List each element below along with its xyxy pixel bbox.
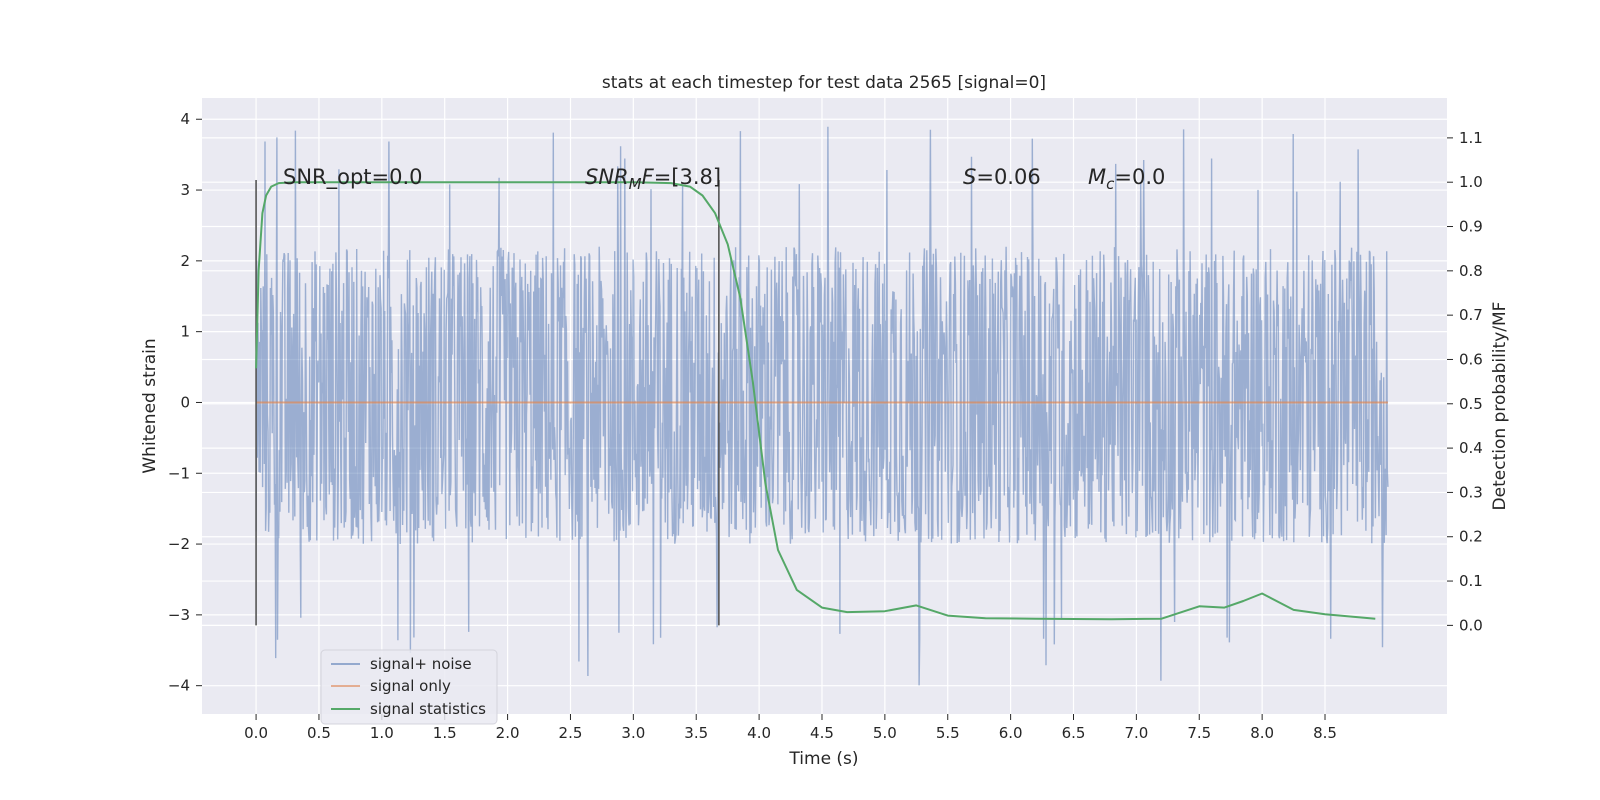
annotation-mc-symbol: M	[1088, 165, 1106, 189]
x-tick-label-6: 3.0	[621, 724, 645, 742]
annotation-mc-value: =0.0	[1114, 165, 1165, 189]
y2-tick-label-5: 0.5	[1459, 395, 1483, 413]
y-tick-label-6: 2	[180, 252, 190, 270]
vertical-markers	[255, 179, 720, 626]
x-tick-label-5: 2.5	[559, 724, 583, 742]
annotation-mc-subscript: c	[1106, 175, 1115, 193]
y2-tick-label-2: 0.2	[1459, 528, 1483, 546]
annotation-snr-mf: SNRMF=[3.8]	[585, 165, 721, 193]
annotation-snr-mf-subscript: M	[629, 175, 642, 193]
y2-axis-label: Detection probability/MF	[1490, 302, 1510, 511]
chart-title: stats at each timestep for test data 256…	[602, 73, 1046, 93]
x-tick-label-9: 4.5	[810, 724, 834, 742]
x-tick-label-0: 0.0	[244, 724, 268, 742]
annotation-snr-mf-f: F	[642, 165, 655, 189]
y2-tick-label-3: 0.3	[1459, 483, 1483, 501]
x-axis-label: Time (s)	[788, 749, 858, 769]
legend-label-signal-noise: signal+ noise	[370, 655, 472, 673]
annotation-snr-opt: SNR_opt=0.0	[283, 165, 423, 190]
y2-tick-label-1: 0.1	[1459, 572, 1483, 590]
y-tick-label-2: −2	[168, 535, 190, 553]
y2-tick-label-4: 0.4	[1459, 439, 1483, 457]
x-tick-label-10: 5.0	[873, 724, 897, 742]
x-tick-label-16: 8.0	[1250, 724, 1274, 742]
y-axis-ticks: −4 −3 −2 −1 0 1 2 3 4	[168, 110, 202, 695]
series-line-signal-noise	[255, 126, 1389, 686]
x-tick-label-17: 8.5	[1313, 724, 1337, 742]
annotation-s-value: =0.06	[976, 165, 1040, 189]
x-tick-label-1: 0.5	[307, 724, 331, 742]
x-tick-label-13: 6.5	[1062, 724, 1086, 742]
x-axis-ticks: 0.0 0.5 1.0 1.5 2.0 2.5 3.0 3.5 4.0 4.5 5.0 5.5 6.0 6…	[244, 714, 1337, 742]
x-tick-label-12: 6.0	[999, 724, 1023, 742]
legend-label-signal-statistics: signal statistics	[370, 700, 486, 718]
y-tick-label-0: −4	[168, 677, 190, 695]
y2-tick-label-8: 0.8	[1459, 262, 1483, 280]
annotation-snr-mf-value: =[3.8]	[654, 165, 721, 189]
y2-tick-label-7: 0.7	[1459, 306, 1483, 324]
y2-axis-ticks: 0.0 0.1 0.2 0.3 0.4 0.5 0.6 0.7 0.8 0.9 1.0 1.1	[1447, 129, 1483, 634]
x-tick-label-11: 5.5	[936, 724, 960, 742]
legend-box	[320, 649, 498, 725]
y-axis-label: Whitened strain	[140, 338, 160, 473]
y2-tick-label-6: 0.6	[1459, 350, 1483, 368]
annotation-s-symbol: S	[963, 165, 976, 189]
y-tick-label-1: −3	[168, 606, 190, 624]
y-tick-label-7: 3	[180, 181, 190, 199]
series-signal-statistics	[255, 181, 1376, 621]
y-tick-label-3: −1	[168, 464, 190, 482]
legend: signal+ noise signal only signal statist…	[320, 649, 498, 725]
y2-tick-label-11: 1.1	[1459, 129, 1483, 147]
y-tick-label-5: 1	[180, 323, 190, 341]
series-signal-noise	[255, 126, 1389, 686]
legend-label-signal-only: signal only	[370, 677, 451, 695]
x-tick-label-7: 3.5	[684, 724, 708, 742]
x-tick-label-8: 4.0	[747, 724, 771, 742]
y-tick-label-8: 4	[180, 110, 190, 128]
x-tick-label-3: 1.5	[433, 724, 457, 742]
x-tick-label-4: 2.0	[496, 724, 520, 742]
x-tick-label-2: 1.0	[370, 724, 394, 742]
x-tick-label-14: 7.0	[1124, 724, 1148, 742]
annotation-s: S=0.06	[963, 165, 1041, 189]
y-tick-label-4: 0	[180, 393, 190, 411]
y2-tick-label-0: 0.0	[1459, 616, 1483, 634]
y2-tick-label-9: 0.9	[1459, 218, 1483, 236]
annotation-snr-mf-symbol: SNR	[585, 165, 629, 189]
series-line-signal-statistics	[255, 181, 1376, 621]
x-tick-label-15: 7.5	[1187, 724, 1211, 742]
y2-tick-label-10: 1.0	[1459, 173, 1483, 191]
annotation-mc: Mc=0.0	[1088, 165, 1165, 193]
